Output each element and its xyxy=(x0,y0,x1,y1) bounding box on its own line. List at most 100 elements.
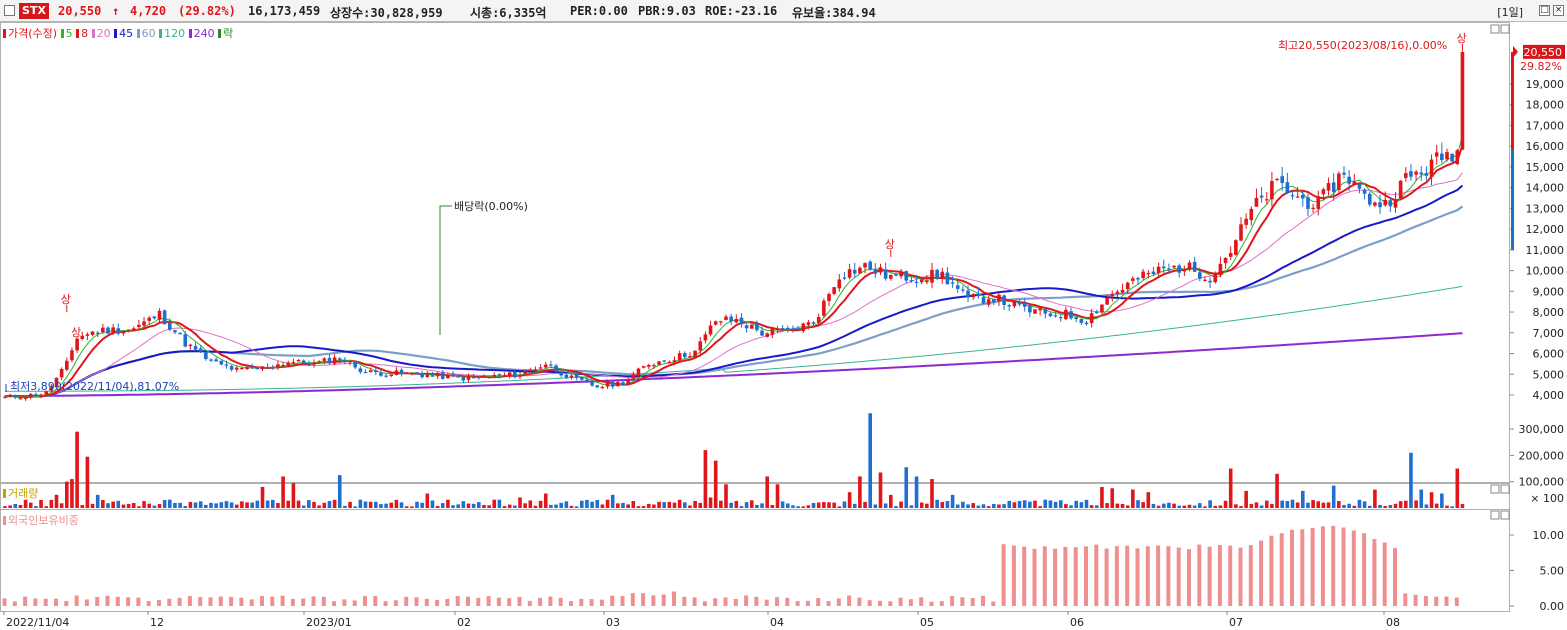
price-tick-label: 4,000 xyxy=(1533,389,1565,402)
volume-bar xyxy=(822,502,826,508)
candle-body xyxy=(255,368,260,370)
foreign-bar xyxy=(187,596,192,606)
candle-body xyxy=(1316,196,1321,209)
candle-body xyxy=(430,375,435,377)
volume-bar xyxy=(662,502,666,508)
volume-bar xyxy=(523,503,527,508)
foreign-bar xyxy=(1454,597,1459,606)
volume-bar xyxy=(914,476,919,508)
volume-bar xyxy=(348,501,352,508)
candle-body xyxy=(1125,282,1130,290)
volume-bar xyxy=(1342,504,1346,508)
candle-body xyxy=(1460,51,1465,150)
volume-bar xyxy=(471,503,476,508)
volume-bar xyxy=(1033,500,1037,508)
volume-bar xyxy=(13,503,18,508)
candle-body xyxy=(580,377,584,380)
candle-body xyxy=(1290,195,1295,197)
candle-body xyxy=(121,330,126,334)
candle-body xyxy=(569,375,574,378)
volume-bar xyxy=(713,460,718,508)
volume-bar xyxy=(1110,488,1115,508)
candle-body xyxy=(1424,173,1429,176)
foreign-bar xyxy=(805,600,810,606)
legend-ma45: 45 xyxy=(114,27,133,40)
candle-body xyxy=(291,362,296,364)
volume-bar xyxy=(739,506,744,508)
volume-bar xyxy=(358,499,363,508)
volume-bar xyxy=(312,501,316,508)
candle-body xyxy=(466,376,471,380)
panel-buttons[interactable] xyxy=(1490,24,1510,520)
candle-body xyxy=(1151,271,1156,275)
candle-body xyxy=(1038,308,1042,311)
candle-body xyxy=(1203,279,1207,281)
volume-bar xyxy=(492,499,497,508)
candle-body xyxy=(1254,197,1259,207)
volume-bar xyxy=(44,506,48,508)
legend-ma60: 60 xyxy=(136,27,156,40)
candle-body xyxy=(734,318,739,323)
volume-bar xyxy=(1028,501,1032,508)
select-checkbox[interactable] xyxy=(4,5,15,16)
foreign-bar xyxy=(991,601,996,606)
candle-body xyxy=(131,328,136,331)
volume-bar xyxy=(518,497,522,508)
candle-body xyxy=(590,380,594,386)
close-icon[interactable]: × xyxy=(1553,5,1564,16)
volume-value: 16,173,459 xyxy=(248,4,321,18)
foreign-bar xyxy=(867,600,872,606)
volume-bar xyxy=(291,483,296,508)
foreign-bar xyxy=(1176,547,1181,606)
volume-bar xyxy=(162,500,167,508)
candle-body xyxy=(1002,295,1006,305)
price-tick-label: 8,000 xyxy=(1533,306,1565,319)
volume-bar xyxy=(852,503,857,508)
volume-bar xyxy=(1228,468,1233,508)
maximize-icon[interactable]: □ xyxy=(1539,5,1550,16)
foreign-bar xyxy=(847,595,852,606)
candle-body xyxy=(1275,178,1279,181)
foreign-bar xyxy=(1032,548,1037,606)
foreign-bar xyxy=(43,598,48,606)
candle-body xyxy=(1259,195,1264,198)
current-price-tag-label: 20,550 xyxy=(1524,46,1563,59)
candle-body xyxy=(106,327,110,334)
candle-body xyxy=(188,344,193,347)
volume-bar xyxy=(193,502,198,508)
foreign-bar xyxy=(455,596,460,606)
volume-bar xyxy=(925,503,929,508)
ticker-badge[interactable]: STX xyxy=(19,3,49,19)
annotations: 최고20,550(2023/08/16),0.00% 최저3,890(2022/1… xyxy=(5,32,1467,393)
volume-bar xyxy=(513,505,517,508)
foreign-holding-plot xyxy=(2,525,1459,606)
volume-bar xyxy=(636,506,641,508)
volume-bar xyxy=(1414,500,1418,508)
foreign-bar xyxy=(981,595,985,606)
candle-body xyxy=(1115,291,1120,294)
volume-bar xyxy=(1002,504,1006,508)
candle-body xyxy=(1161,266,1166,269)
foreign-bar xyxy=(929,601,934,606)
volume-bar xyxy=(23,499,28,508)
volume-bar xyxy=(626,504,630,508)
candle-body xyxy=(178,333,182,335)
candle-body xyxy=(806,322,811,325)
volume-bar xyxy=(765,476,769,508)
candle-body xyxy=(904,271,909,281)
foreign-bar xyxy=(105,595,110,606)
candle-body xyxy=(554,365,558,372)
volume-bar xyxy=(858,476,862,508)
period-selector[interactable]: [1일] xyxy=(1497,6,1523,19)
pbr-value: PBR:9.03 xyxy=(638,4,696,18)
volume-bar xyxy=(435,505,440,508)
volume-bar xyxy=(1398,501,1403,508)
foreign-bar xyxy=(1114,546,1119,606)
foreign-bar xyxy=(579,598,584,606)
foreign-bar xyxy=(352,600,357,606)
candle-body xyxy=(1429,159,1434,178)
volume-bar xyxy=(719,500,723,508)
price-tick-label: 6,000 xyxy=(1533,348,1565,361)
volume-bar xyxy=(1074,500,1078,508)
